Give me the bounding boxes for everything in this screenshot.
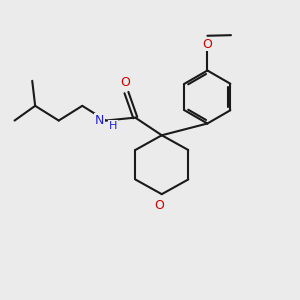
Text: O: O (202, 38, 212, 50)
Text: H: H (109, 121, 117, 131)
Text: O: O (154, 199, 164, 212)
Text: O: O (120, 76, 130, 89)
Text: N: N (95, 114, 104, 127)
